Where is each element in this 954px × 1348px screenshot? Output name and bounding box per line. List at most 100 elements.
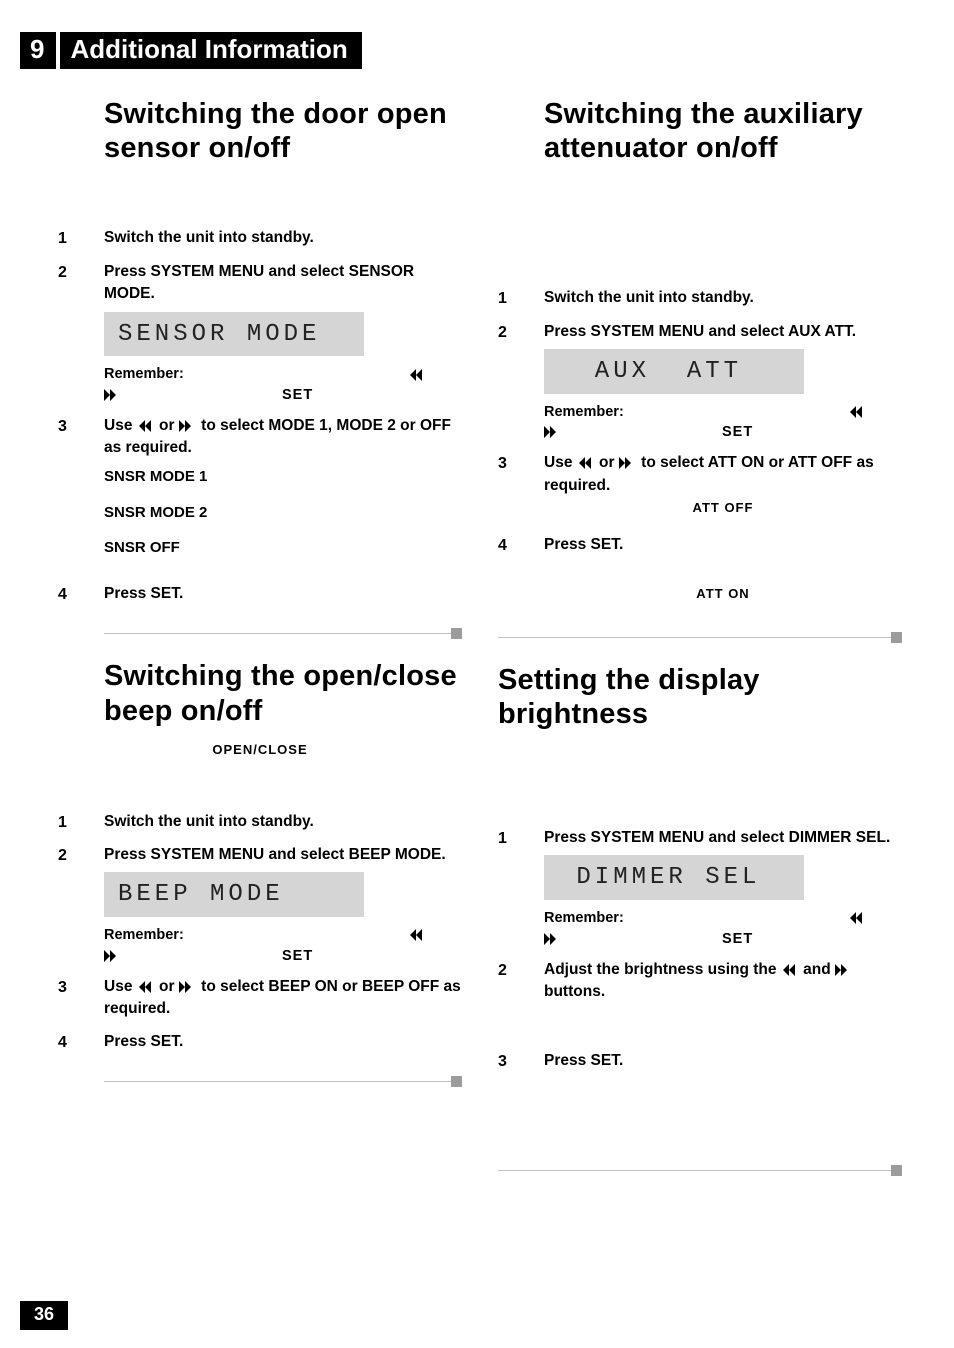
- remember-hint: Remember:: [544, 402, 902, 422]
- step-text: Press SET.: [104, 583, 462, 606]
- remember-label: Remember:: [104, 925, 184, 945]
- option: SNSR OFF: [104, 537, 462, 559]
- skip-next-icon: [544, 426, 562, 438]
- steps-beep: 1 Switch the unit into standby. 2 Press …: [58, 811, 462, 1054]
- skip-prev-icon: [848, 912, 866, 924]
- step: 2 Press SYSTEM MENU and select SENSOR MO…: [58, 261, 462, 405]
- step-number: 1: [498, 287, 544, 310]
- step: 3 Use or to select BEEP ON or BEEP OFF a…: [58, 976, 462, 1021]
- step-number: 3: [58, 415, 104, 573]
- step-number: 3: [498, 1050, 544, 1073]
- skip-prev-icon: [408, 929, 426, 941]
- step-number: 3: [498, 452, 544, 524]
- step: 2 Press SYSTEM MENU and select BEEP MODE…: [58, 844, 462, 966]
- step-number: 2: [58, 261, 104, 405]
- skip-prev-icon: [781, 964, 799, 976]
- remember-hint-2: SET: [544, 929, 902, 949]
- section-title-beep: Switching the open/close beep on/off: [104, 659, 462, 727]
- step-text-part: buttons.: [544, 983, 605, 1000]
- skip-next-icon: [104, 950, 122, 962]
- section-divider: [498, 1165, 902, 1176]
- step: 1 Switch the unit into standby.: [58, 227, 462, 250]
- manual-page: 9 Additional Information Switching the d…: [0, 0, 954, 1348]
- divider-square-icon: [451, 1076, 462, 1087]
- step-text-part: Use: [104, 978, 137, 995]
- step: 2 Press SYSTEM MENU and select AUX ATT. …: [498, 321, 902, 443]
- step-text-part: or: [595, 454, 619, 471]
- skip-next-icon: [179, 420, 197, 432]
- step: 3 Use or to select MODE 1, MODE 2 or OFF…: [58, 415, 462, 573]
- chapter-header: 9 Additional Information: [20, 32, 902, 69]
- step-text: Press SYSTEM MENU and select BEEP MODE.: [104, 844, 462, 866]
- step-number: 1: [58, 227, 104, 250]
- remember-hint-2: SET: [104, 946, 462, 966]
- step: 4 Press SET. ATT ON: [498, 534, 902, 609]
- steps-aux-att: 1 Switch the unit into standby. 2 Press …: [498, 287, 902, 609]
- divider-line: [104, 633, 451, 634]
- step: 3 Press SET.: [498, 1050, 902, 1073]
- step: 4 Press SET.: [58, 583, 462, 606]
- step-text-part: or: [155, 978, 179, 995]
- step-text-part: Use: [104, 417, 137, 434]
- section-title-door-sensor: Switching the door open sensor on/off: [104, 97, 462, 165]
- step-text: Press SYSTEM MENU and select SENSOR MODE…: [104, 261, 462, 306]
- lcd-display: DIMMER SEL: [544, 855, 804, 900]
- steps-door-sensor: 1 Switch the unit into standby. 2 Press …: [58, 227, 462, 606]
- step-number: 2: [58, 844, 104, 966]
- steps-brightness-2: 3 Press SET.: [498, 1050, 902, 1073]
- section-divider: [498, 632, 902, 643]
- remember-hint-2: SET: [104, 385, 462, 405]
- step: 4 Press SET.: [58, 1031, 462, 1054]
- subtitle-open-close: OPEN/CLOSE: [58, 742, 462, 757]
- option: ATT ON: [544, 585, 902, 604]
- step-number: 2: [498, 321, 544, 443]
- chapter-number: 9: [20, 32, 56, 69]
- skip-next-icon: [619, 457, 637, 469]
- skip-next-icon: [179, 981, 197, 993]
- step-text-part: and: [799, 961, 835, 978]
- step-number: 1: [498, 827, 544, 949]
- step-text: Switch the unit into standby.: [544, 287, 902, 310]
- skip-prev-icon: [577, 457, 595, 469]
- step: 1 Switch the unit into standby.: [58, 811, 462, 834]
- two-column-layout: Switching the door open sensor on/off 1 …: [20, 83, 902, 1196]
- divider-line: [104, 1081, 451, 1082]
- skip-prev-icon: [137, 981, 155, 993]
- step-text: Press SYSTEM MENU and select DIMMER SEL.: [544, 827, 902, 849]
- remember-hint: Remember:: [104, 925, 462, 945]
- step-number: 2: [498, 959, 544, 1004]
- step: 1 Press SYSTEM MENU and select DIMMER SE…: [498, 827, 902, 949]
- step-text: Switch the unit into standby.: [104, 811, 462, 834]
- option: SNSR MODE 1: [104, 466, 462, 488]
- lcd-display: AUX ATT: [544, 349, 804, 394]
- remember-label: Remember:: [104, 364, 184, 384]
- right-column: Switching the auxiliary attenuator on/of…: [498, 83, 902, 1196]
- step: 3 Use or to select ATT ON or ATT OFF as …: [498, 452, 902, 524]
- skip-prev-icon: [408, 369, 426, 381]
- step-number: 3: [58, 976, 104, 1021]
- left-column: Switching the door open sensor on/off 1 …: [58, 83, 462, 1196]
- set-label: SET: [282, 946, 313, 966]
- remember-label: Remember:: [544, 908, 624, 928]
- divider-line: [498, 1170, 891, 1171]
- steps-brightness: 1 Press SYSTEM MENU and select DIMMER SE…: [498, 827, 902, 1004]
- option: ATT OFF: [544, 499, 902, 518]
- step-text: Press SET.: [544, 534, 902, 556]
- remember-hint-2: SET: [544, 422, 902, 442]
- step: 1 Switch the unit into standby.: [498, 287, 902, 310]
- lcd-display: BEEP MODE: [104, 872, 364, 917]
- skip-prev-icon: [137, 420, 155, 432]
- step-number: 1: [58, 811, 104, 834]
- lcd-display: SENSOR MODE: [104, 312, 364, 357]
- remember-hint: Remember:: [104, 364, 462, 384]
- skip-next-icon: [104, 389, 122, 401]
- section-title-aux-att: Switching the auxiliary attenuator on/of…: [544, 97, 902, 165]
- skip-prev-icon: [848, 406, 866, 418]
- step-text-part: Adjust the brightness using the: [544, 961, 781, 978]
- divider-square-icon: [891, 1165, 902, 1176]
- remember-hint: Remember:: [544, 908, 902, 928]
- page-number: 36: [20, 1301, 68, 1330]
- chapter-title: Additional Information: [60, 32, 361, 69]
- step-text: Press SYSTEM MENU and select AUX ATT.: [544, 321, 902, 343]
- divider-square-icon: [451, 628, 462, 639]
